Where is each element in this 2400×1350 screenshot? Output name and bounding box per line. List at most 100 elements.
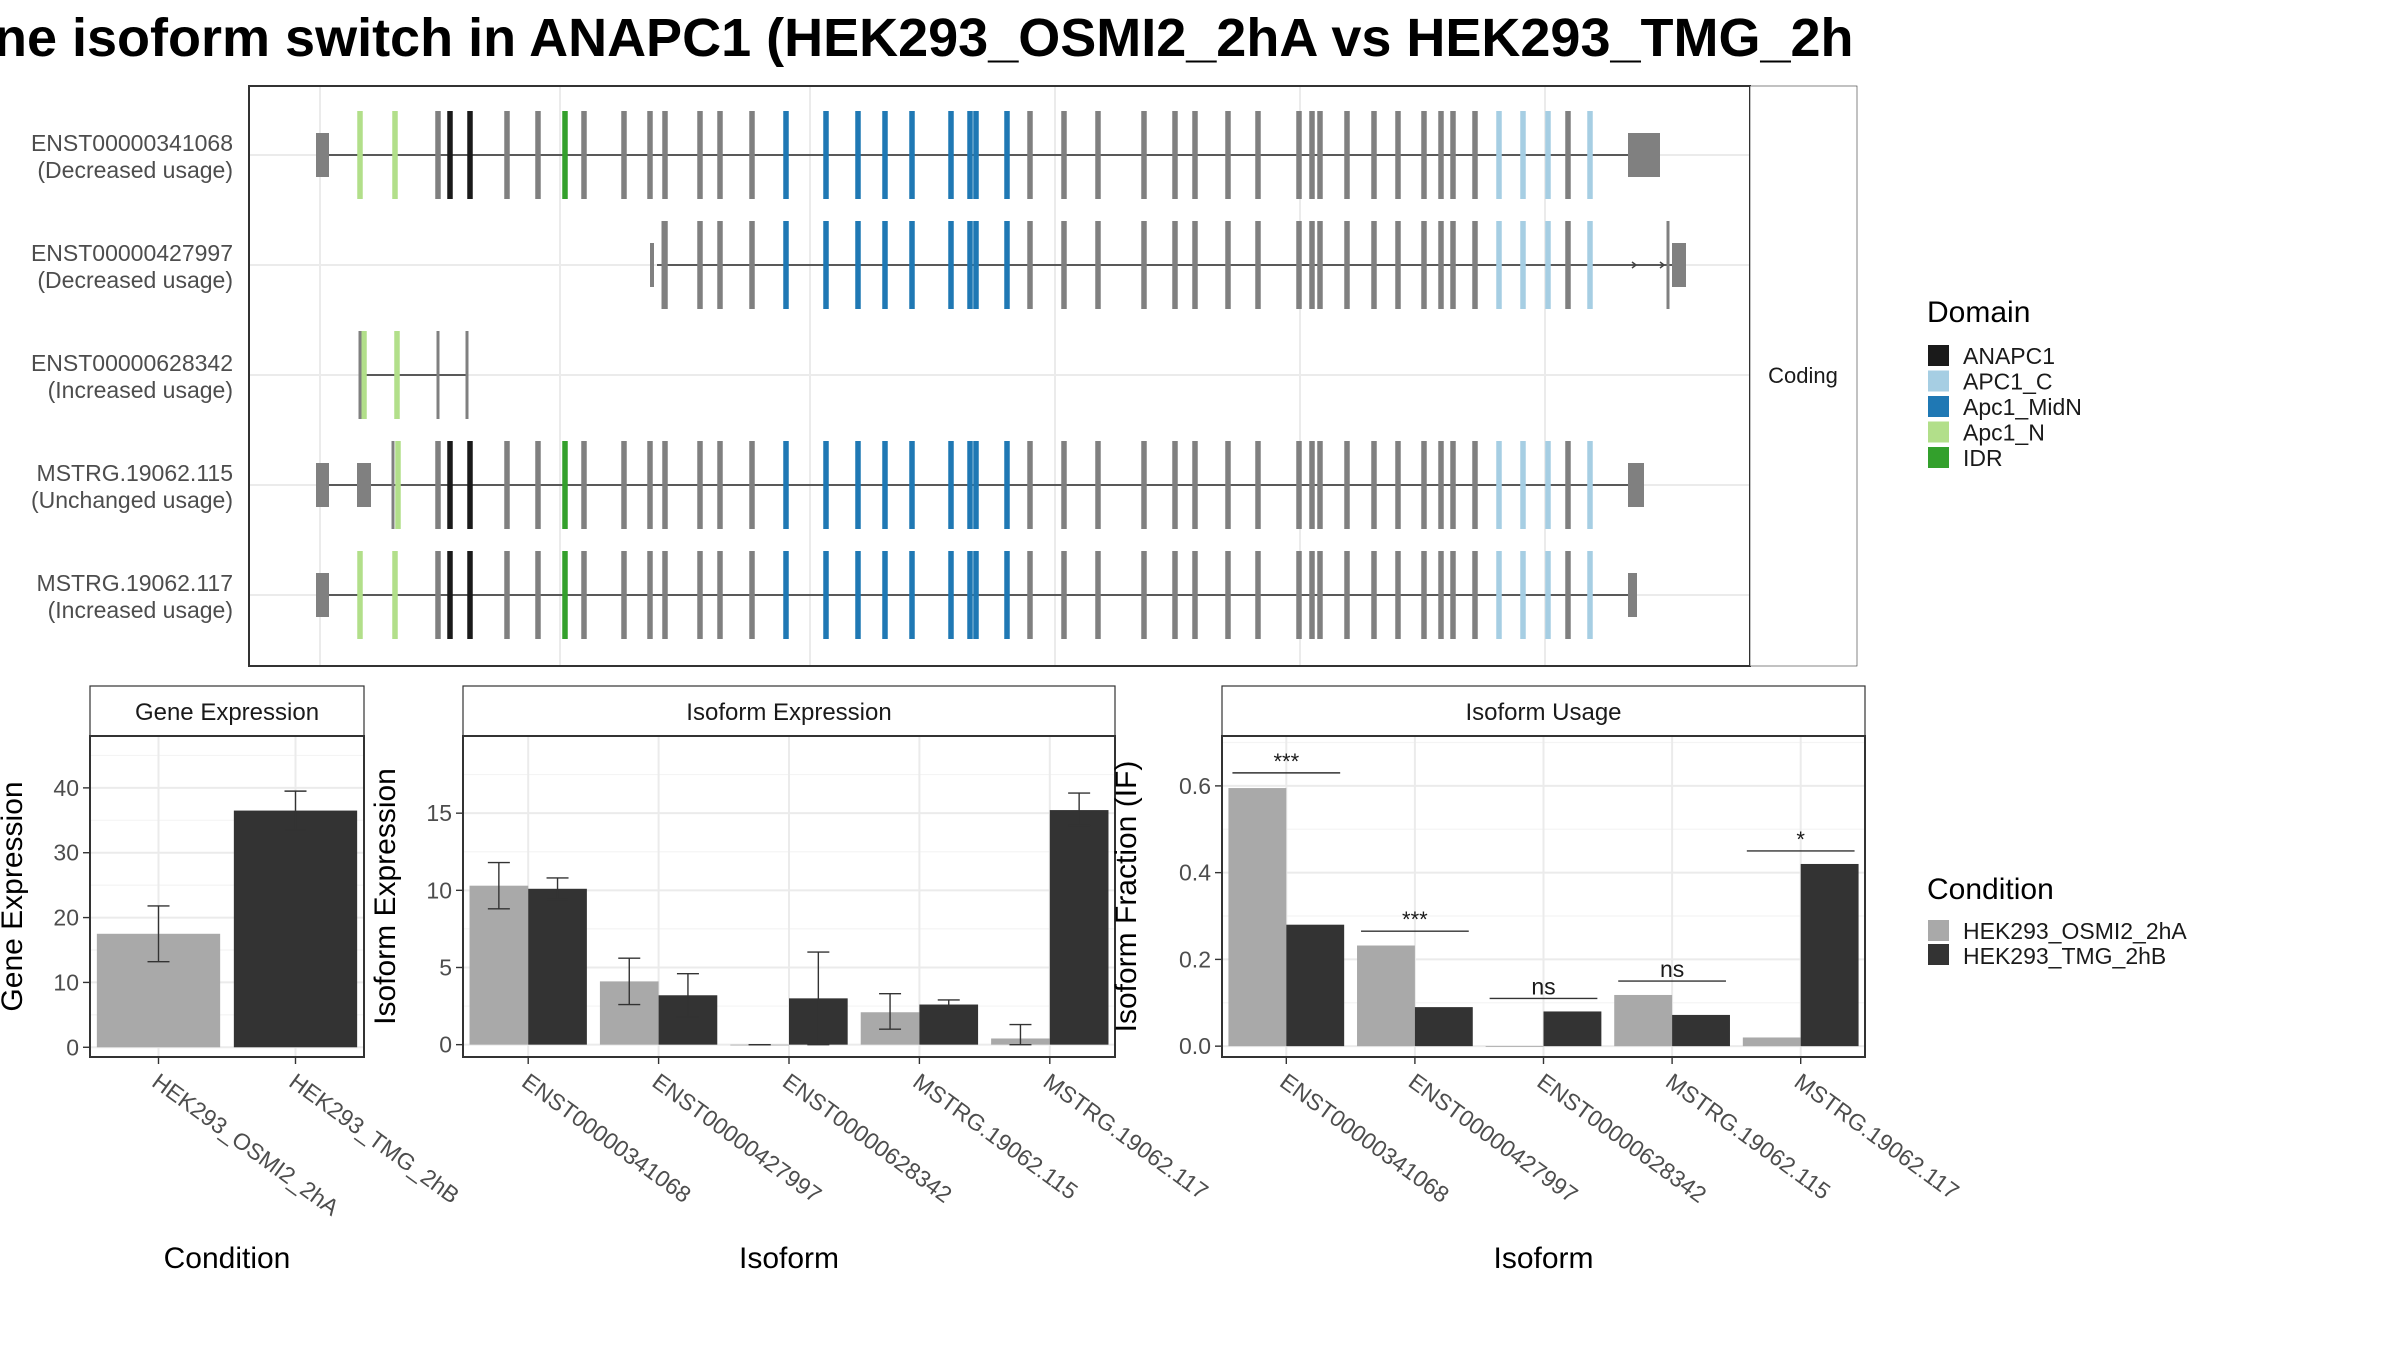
coding-exon (717, 551, 723, 639)
coding-exon (504, 551, 510, 639)
utr-exon (650, 243, 654, 287)
domain-legend-label: Apc1_N (1963, 420, 2045, 446)
transcript-label-status: (Increased usage) (48, 377, 233, 403)
error-bar (807, 951, 830, 1046)
coding-exon (467, 551, 473, 639)
coding-exon (1587, 221, 1593, 309)
coding-exon (967, 441, 973, 529)
coding-exon (909, 551, 915, 639)
coding-exon (1061, 441, 1067, 529)
coding-exon (882, 221, 888, 309)
isoform-usage-chart: Isoform Usage******nsns*0.00.20.40.6ENST… (1110, 685, 1964, 1275)
coding-exon (1496, 551, 1502, 639)
coding-exon (909, 221, 915, 309)
transcript-label-status: (Increased usage) (48, 597, 233, 623)
coding-exon (562, 111, 568, 199)
coding-exon (749, 551, 755, 639)
coding-exon (581, 441, 587, 529)
transcript-model-ENST00000341068 (316, 111, 1660, 199)
condition-legend-label-a: HEK293_OSMI2_2hA (1963, 918, 2187, 944)
coding-exon (1172, 551, 1178, 639)
coding-exon (783, 221, 789, 309)
coding-exon (1309, 111, 1315, 199)
error-bar (676, 972, 699, 1018)
domain-swatch-IDR (1928, 447, 1949, 468)
coding-exon (909, 441, 915, 529)
utr-exon (316, 463, 329, 507)
coding-exon (1421, 111, 1427, 199)
transcript-label-id: ENST00000628342 (31, 350, 233, 376)
coding-exon (392, 551, 398, 639)
error-bar (487, 861, 510, 910)
domain-legend-title: Domain (1927, 296, 2030, 329)
coding-exon (1309, 441, 1315, 529)
coding-exon (1027, 221, 1033, 309)
coding-exon (662, 441, 668, 529)
coding-exon (749, 221, 755, 309)
coding-exon (1520, 221, 1526, 309)
coding-exon (1309, 551, 1315, 639)
coding-exon (1061, 551, 1067, 639)
coding-exon (1172, 441, 1178, 529)
coding-exon (1225, 221, 1231, 309)
coding-exon (447, 111, 453, 199)
bar (1672, 1014, 1730, 1047)
domain-swatch-Apc1_MidN (1928, 396, 1949, 417)
condition-legend-label-b: HEK293_TMG_2hB (1963, 943, 2166, 969)
coding-exon (783, 441, 789, 529)
coding-exon (1095, 221, 1101, 309)
coding-exon (662, 111, 668, 199)
coding-exon (562, 441, 568, 529)
coding-exon (435, 111, 441, 199)
significance-label: * (1796, 827, 1805, 852)
isoform-expression-chart: Isoform Expression051015ENST00000341068E… (369, 685, 1213, 1275)
panel-strip-title: Isoform Usage (1465, 699, 1621, 726)
y-tick-label: 5 (439, 954, 452, 980)
coding-exon (1450, 551, 1456, 639)
coding-exon (909, 111, 915, 199)
coding-exon (1095, 551, 1101, 639)
y-tick-label: 30 (53, 840, 79, 866)
transcript-label-id: MSTRG.19062.117 (37, 570, 233, 596)
coding-exon (1421, 441, 1427, 529)
coding-exon (1565, 111, 1571, 199)
coding-exon (394, 331, 400, 419)
domain-legend-label: IDR (1963, 445, 2003, 471)
coding-exon (783, 551, 789, 639)
coding-exon (1004, 221, 1010, 309)
coding-exon (621, 551, 627, 639)
coding-exon (1004, 111, 1010, 199)
coding-exon (357, 111, 363, 199)
coding-exon (1371, 551, 1377, 639)
coding-exon (1344, 221, 1350, 309)
bar (1286, 924, 1345, 1047)
coding-exon (973, 111, 979, 199)
coding-exon (1255, 551, 1261, 639)
error-bar (546, 877, 569, 901)
coding-exon (697, 441, 703, 529)
coding-exon (1496, 221, 1502, 309)
coding-exon (1344, 551, 1350, 639)
coding-exon (1192, 111, 1198, 199)
bar (1228, 788, 1287, 1047)
coding-exon (581, 551, 587, 639)
coding-exon (717, 441, 723, 529)
coding-exon (1421, 551, 1427, 639)
coding-exon (1472, 111, 1478, 199)
bar (1800, 863, 1859, 1047)
coding-exon (717, 111, 723, 199)
coding-exon (1141, 221, 1147, 309)
coding-exon (467, 111, 473, 199)
coding-exon (1565, 221, 1571, 309)
coding-exon (948, 111, 954, 199)
coding-exon (1371, 111, 1377, 199)
coding-exon (973, 551, 979, 639)
panel-strip (462, 685, 1116, 737)
bar (1414, 1007, 1473, 1047)
coding-exon (504, 111, 510, 199)
panel-strip-title: Gene Expression (135, 699, 319, 726)
coding-exon (357, 551, 363, 639)
error-bar (147, 905, 170, 963)
coding-exon (1565, 551, 1571, 639)
